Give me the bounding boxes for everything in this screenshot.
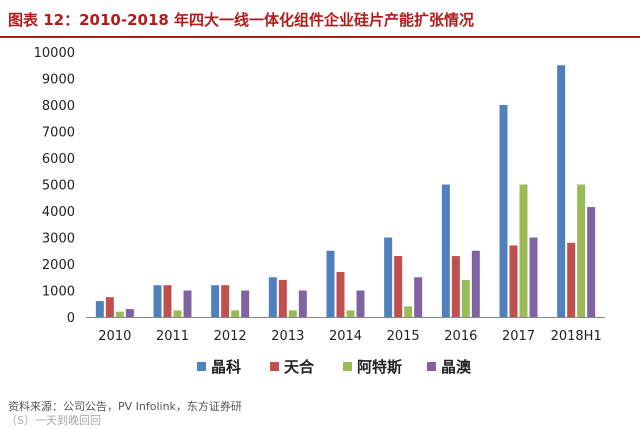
bar-晶澳-2018H1 (587, 207, 596, 317)
bar-晶澳-2012 (241, 290, 250, 317)
bar-天合-2014 (336, 271, 345, 317)
bar-天合-2012 (221, 285, 230, 317)
bar-阿特斯-2013 (288, 310, 297, 317)
y-tick-label: 4000 (42, 205, 75, 220)
bar-天合-2018H1 (567, 242, 576, 317)
y-tick-label: 10000 (34, 46, 75, 61)
bar-天合-2016 (451, 256, 460, 317)
chart-title: 图表 12：2010-2018 年四大一线一体化组件企业硅片产能扩张情况 (8, 11, 475, 29)
y-tick-label: 0 (67, 311, 75, 326)
x-tick-label: 2018H1 (551, 329, 602, 344)
x-tick-label: 2014 (329, 329, 362, 344)
bar-chart: 0 1000 2000 3000 4000 5000 6000 7000 8000 9000 100… (34, 46, 605, 376)
bar-晶澳-2016 (471, 250, 480, 317)
bar-天合-2013 (278, 279, 287, 317)
y-tick-label: 6000 (42, 152, 75, 167)
x-tick-label: 2016 (444, 329, 477, 344)
bar-晶澳-2011 (183, 290, 192, 317)
source-note: 资料来源：公司公告，PV Infolink，东方证券研 (8, 400, 242, 413)
bar-晶科-2017 (499, 105, 508, 317)
legend-swatch-天合 (270, 362, 279, 371)
bar-晶科-2010 (95, 301, 104, 317)
bar-阿特斯-2016 (461, 279, 470, 317)
x-tick-label: 2012 (214, 329, 247, 344)
x-tick-label: 2013 (271, 329, 304, 344)
bar-晶澳-2014 (356, 290, 365, 317)
bar-晶科-2018H1 (557, 65, 566, 317)
bar-阿特斯-2015 (404, 306, 413, 317)
legend-swatch-晶科 (197, 362, 206, 371)
legend-label-阿特斯: 阿特斯 (357, 358, 402, 376)
legend-label-晶科: 晶科 (211, 358, 241, 376)
y-tick-label: 1000 (42, 285, 75, 300)
bar-晶科-2013 (268, 277, 277, 317)
bar-天合-2017 (509, 245, 518, 317)
bar-阿特斯-2018H1 (577, 184, 586, 317)
bar-晶科-2016 (441, 184, 450, 317)
bar-天合-2010 (105, 297, 114, 317)
x-tick-label: 2010 (98, 329, 131, 344)
bar-晶科-2014 (326, 250, 335, 317)
bar-晶澳-2013 (298, 290, 307, 317)
bar-阿特斯-2012 (231, 310, 240, 317)
y-tick-label: 2000 (42, 258, 75, 273)
x-tick-label: 2017 (502, 329, 535, 344)
bar-阿特斯-2014 (346, 310, 355, 317)
x-tick-label: 2015 (387, 329, 420, 344)
watermark: （S）一天到晚回回 (6, 414, 101, 427)
bar-晶科-2011 (153, 285, 162, 317)
bar-阿特斯-2017 (519, 184, 528, 317)
title-bar: 图表 12：2010-2018 年四大一线一体化组件企业硅片产能扩张情况 (0, 0, 640, 38)
bar-天合-2011 (163, 285, 172, 317)
bar-阿特斯-2010 (115, 311, 124, 317)
bar-晶澳-2015 (414, 277, 423, 317)
legend-label-晶澳: 晶澳 (441, 358, 472, 376)
bar-晶科-2015 (384, 237, 393, 317)
bar-阿特斯-2011 (173, 310, 182, 317)
bar-晶澳-2010 (125, 309, 134, 317)
x-tick-label: 2011 (156, 329, 189, 344)
bar-天合-2015 (394, 256, 403, 317)
bar-晶澳-2017 (529, 237, 538, 317)
y-tick-label: 8000 (42, 99, 75, 114)
y-tick-label: 7000 (42, 126, 75, 141)
legend-label-天合: 天合 (284, 358, 315, 376)
legend-swatch-阿特斯 (343, 362, 352, 371)
y-tick-label: 5000 (42, 179, 75, 194)
y-tick-label: 3000 (42, 232, 75, 247)
bar-晶科-2012 (211, 285, 220, 317)
legend-swatch-晶澳 (427, 362, 436, 371)
y-tick-label: 9000 (42, 73, 75, 88)
